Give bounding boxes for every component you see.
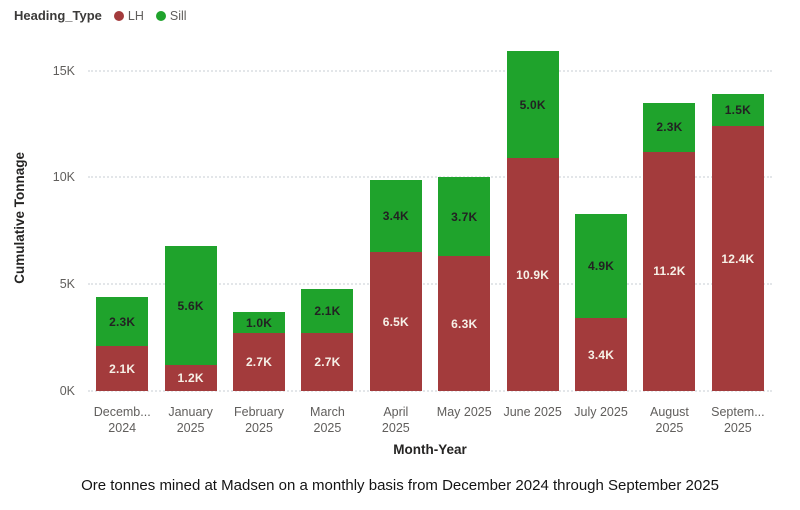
sill-series-dot-icon bbox=[155, 10, 166, 21]
x-tick-label: Septem... 2025 bbox=[711, 405, 765, 435]
bar-column: 2.1K 2.3K bbox=[88, 45, 156, 391]
bar-segment-lh[interactable]: 3.4K bbox=[575, 318, 628, 391]
x-tick-label: June 2025 bbox=[503, 405, 562, 419]
x-tick-label: April 2025 bbox=[381, 405, 410, 435]
y-tick-label: 10K bbox=[52, 170, 75, 185]
gridlines-layer bbox=[88, 45, 772, 392]
legend-item-label: Sill bbox=[169, 8, 187, 23]
gridline bbox=[88, 69, 772, 72]
gridline bbox=[88, 283, 772, 286]
legend: Heading_Type LH Sill bbox=[14, 8, 187, 23]
bar-value-label: 6.3K bbox=[451, 316, 478, 331]
bar-value-label: 1.5K bbox=[724, 103, 751, 118]
bar-column: 1.2K 5.6K bbox=[156, 45, 224, 391]
x-tick-label: February 2025 bbox=[234, 405, 285, 435]
bar-stack: 1.2K 5.6K bbox=[164, 45, 217, 391]
bar-column: 11.2K 2.3K bbox=[635, 45, 703, 391]
bar-column: 12.4K 1.5K bbox=[704, 45, 772, 391]
x-tick-label: July 2025 bbox=[574, 405, 628, 419]
gridline bbox=[88, 390, 772, 392]
bar-stack: 2.7K 1.0K bbox=[233, 45, 286, 391]
x-tick-label: Decemb... 2024 bbox=[93, 405, 151, 435]
x-tick-label: March 2025 bbox=[310, 405, 345, 435]
bar-stack: 12.4K 1.5K bbox=[711, 45, 764, 391]
bar-column: 2.7K 1.0K bbox=[225, 45, 293, 391]
legend-title: Heading_Type bbox=[14, 8, 102, 23]
bar-value-label: 2.1K bbox=[109, 361, 136, 376]
bar-value-label: 11.2K bbox=[653, 264, 686, 279]
bar-segment-lh[interactable]: 10.9K bbox=[506, 158, 559, 391]
bar-segment-sill[interactable]: 5.0K bbox=[506, 51, 559, 159]
x-axis-title: Month-Year bbox=[393, 442, 467, 457]
bar-value-label: 12.4K bbox=[721, 251, 755, 266]
bar-segment-sill[interactable]: 5.6K bbox=[164, 245, 217, 366]
bar-value-label: 5.0K bbox=[519, 97, 546, 112]
x-tick-label: May 2025 bbox=[436, 405, 492, 419]
x-axis-labels: Decemb... 2024 January 2025 February 2025 Marc… bbox=[88, 404, 772, 436]
plot-area: 0K 5K 10K 15K 2.1K 2.3K 1.2K 5.6K 2.7K 1.0K 2.7K 2… bbox=[53, 45, 772, 398]
y-axis-title: Cumulative Tonnage bbox=[11, 152, 27, 284]
bar-stack: 6.3K 3.7K bbox=[438, 45, 491, 391]
bar-value-label: 1.0K bbox=[245, 315, 273, 330]
bar-stack: 10.9K 5.0K bbox=[506, 45, 559, 391]
bar-segment-lh[interactable]: 6.3K bbox=[438, 256, 491, 391]
bar-segment-lh[interactable]: 2.7K bbox=[233, 333, 286, 391]
bar-segment-sill[interactable]: 2.3K bbox=[96, 297, 149, 347]
legend-item-sill[interactable]: Sill bbox=[155, 8, 187, 23]
bar-stack: 2.1K 2.3K bbox=[96, 45, 149, 391]
bar-stack: 11.2K 2.3K bbox=[643, 45, 696, 391]
bar-value-label: 2.7K bbox=[245, 355, 273, 370]
bar-value-label: 1.2K bbox=[177, 371, 204, 386]
legend-item-lh[interactable]: LH bbox=[113, 8, 144, 23]
legend-item-label: LH bbox=[127, 8, 144, 23]
bar-value-label: 3.7K bbox=[451, 209, 478, 224]
gridline bbox=[88, 176, 772, 179]
y-tick-label: 0K bbox=[59, 384, 75, 398]
bar-column: 2.7K 2.1K bbox=[293, 45, 361, 391]
y-tick-label: 5K bbox=[59, 277, 75, 292]
bar-value-label: 6.5K bbox=[382, 314, 409, 329]
bar-segment-sill[interactable]: 1.0K bbox=[233, 312, 286, 334]
bar-value-label: 2.3K bbox=[656, 120, 683, 135]
bar-stack: 6.5K 3.4K bbox=[369, 45, 422, 391]
bar-segment-lh[interactable]: 1.2K bbox=[164, 365, 217, 391]
lh-series-dot-icon bbox=[113, 10, 124, 21]
bars-layer: 2.1K 2.3K 1.2K 5.6K 2.7K 1.0K 2.7K 2.1K 6.5K 3.4K… bbox=[88, 45, 772, 391]
bar-column: 6.3K 3.7K bbox=[430, 45, 498, 391]
bar-value-label: 2.1K bbox=[314, 303, 341, 318]
bar-value-label: 5.6K bbox=[177, 298, 204, 313]
bar-value-label: 3.4K bbox=[587, 347, 615, 362]
bar-column: 3.4K 4.9K bbox=[567, 45, 635, 391]
bar-value-label: 3.4K bbox=[382, 208, 409, 223]
y-axis-title-wrap: Cumulative Tonnage bbox=[8, 45, 30, 391]
bar-segment-lh[interactable]: 2.1K bbox=[96, 346, 149, 391]
bar-value-label: 2.7K bbox=[314, 355, 341, 370]
bar-stack: 3.4K 4.9K bbox=[575, 45, 628, 391]
bar-segment-sill[interactable]: 1.5K bbox=[711, 94, 764, 127]
bar-segment-sill[interactable]: 3.4K bbox=[369, 179, 422, 253]
bar-segment-sill[interactable]: 3.7K bbox=[438, 177, 491, 257]
chart-caption: Ore tonnes mined at Madsen on a monthly … bbox=[81, 477, 719, 494]
bar-segment-sill[interactable]: 2.3K bbox=[643, 102, 696, 152]
bar-segment-lh[interactable]: 2.7K bbox=[301, 333, 354, 391]
bar-column: 6.5K 3.4K bbox=[362, 45, 430, 391]
bar-segment-lh[interactable]: 12.4K bbox=[711, 126, 764, 391]
bar-value-label: 2.3K bbox=[109, 314, 136, 329]
bar-stack: 2.7K 2.1K bbox=[301, 45, 354, 391]
bar-column: 10.9K 5.0K bbox=[498, 45, 566, 391]
bar-value-label: 10.9K bbox=[516, 267, 550, 282]
bar-segment-sill[interactable]: 4.9K bbox=[575, 213, 628, 319]
bar-segment-lh[interactable]: 6.5K bbox=[369, 252, 422, 391]
bar-value-label: 4.9K bbox=[587, 259, 615, 274]
x-tick-label: August 2025 bbox=[649, 405, 689, 435]
x-tick-label: January 2025 bbox=[168, 405, 213, 435]
bar-segment-sill[interactable]: 2.1K bbox=[301, 288, 354, 334]
bar-segment-lh[interactable]: 11.2K bbox=[643, 151, 696, 391]
y-tick-label: 15K bbox=[52, 63, 75, 78]
